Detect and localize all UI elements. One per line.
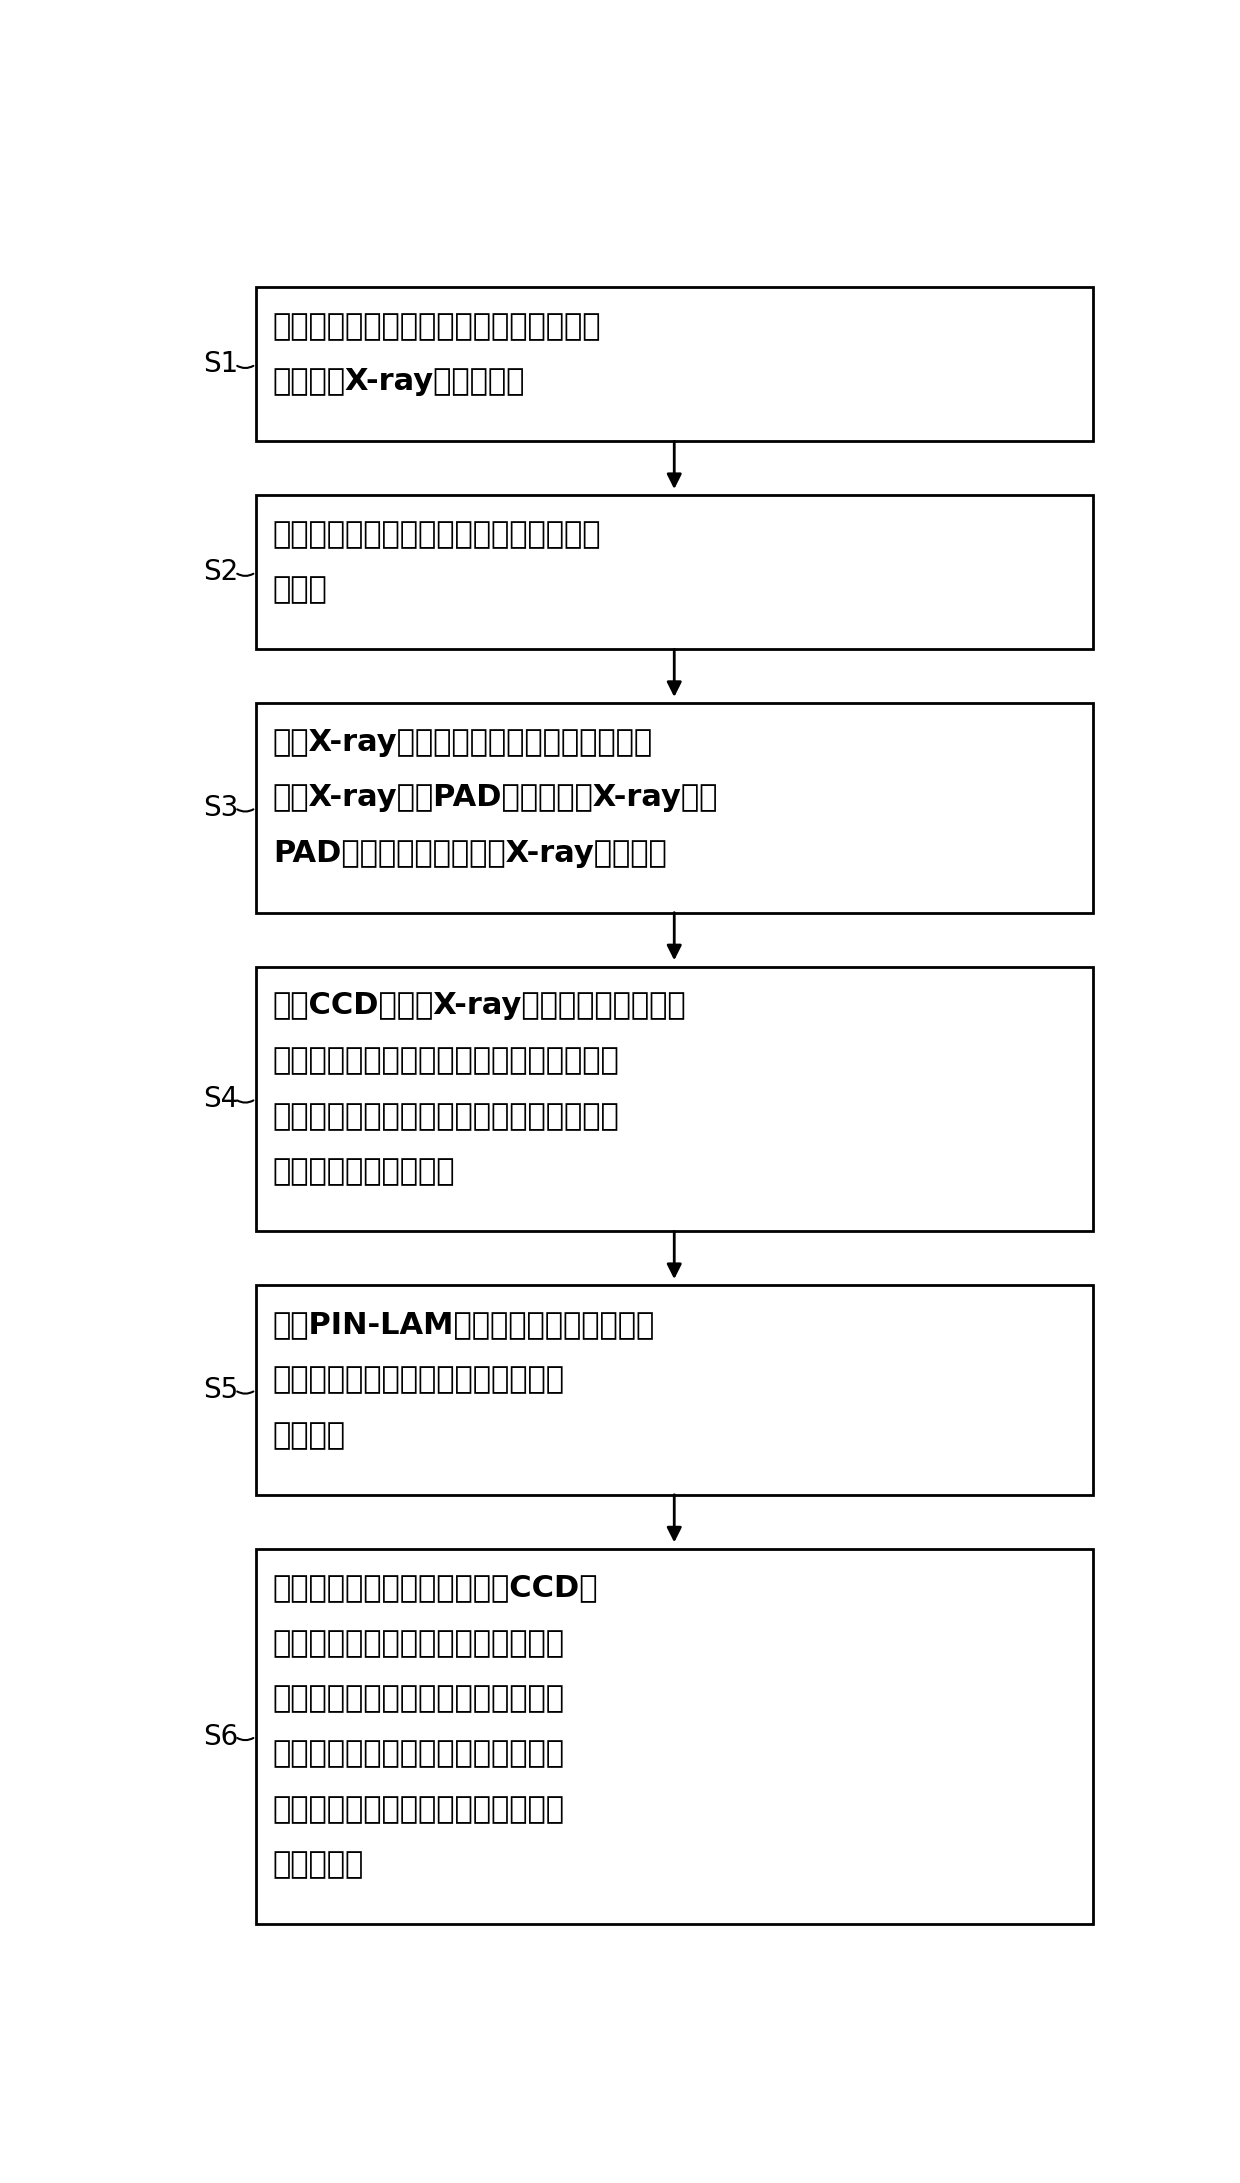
Text: 压接器插孔，以在插入时导通两子板: 压接器插孔，以在插入时导通两子板 <box>273 1794 564 1825</box>
Text: 拉伸补偿方式确定子板板面钻孔位置并钻子: 拉伸补偿方式确定子板板面钻孔位置并钻子 <box>273 1046 620 1076</box>
Text: 机以四个定位孔进行扫描定位自动拉: 机以四个定位孔进行扫描定位自动拉 <box>273 1629 564 1657</box>
Text: 子板。: 子板。 <box>273 576 327 605</box>
Text: S3: S3 <box>203 795 238 821</box>
Bar <box>255 1286 1092 1495</box>
Text: S5: S5 <box>203 1375 238 1404</box>
Text: 通过X-ray钻靶机，参考芯板每个角对应位: 通过X-ray钻靶机，参考芯板每个角对应位 <box>273 727 653 758</box>
Text: S6: S6 <box>203 1722 238 1751</box>
Text: 将若干芯板进行压合制得子板，制取两块: 将若干芯板进行压合制得子板，制取两块 <box>273 520 601 548</box>
Text: 两子板进行压板，在两子板间形成有: 两子板进行压板，在两子板间形成有 <box>273 1364 564 1395</box>
Text: 板压接通孔；同时在钻孔时在子板板角位置: 板压接通孔；同时在钻孔时在子板板角位置 <box>273 1102 620 1131</box>
Bar <box>255 288 1092 441</box>
Text: PAD的算取中心点后钻出X-ray标靶孔。: PAD的算取中心点后钻出X-ray标靶孔。 <box>273 838 667 867</box>
Text: 光芯板。: 光芯板。 <box>273 1421 346 1450</box>
Text: 置的X-ray对位PAD，根据若干X-ray对位: 置的X-ray对位PAD，根据若干X-ray对位 <box>273 784 718 812</box>
Bar <box>255 496 1092 648</box>
Text: 内的电路。: 内的电路。 <box>273 1851 365 1880</box>
Text: 采用CCD钻机抓X-ray标靶孔对位，按自动: 采用CCD钻机抓X-ray标靶孔对位，按自动 <box>273 991 687 1019</box>
Text: 母板钻孔以压接器面向为准，CCD钻: 母板钻孔以压接器面向为准，CCD钻 <box>273 1574 598 1602</box>
Text: 伸对上侧子板或下侧子板分别钻母板: 伸对上侧子板或下侧子板分别钻母板 <box>273 1683 564 1714</box>
Text: 采用PIN-LAM结合销钉层压叠加方式将: 采用PIN-LAM结合销钉层压叠加方式将 <box>273 1310 655 1338</box>
Text: 板边增加X-ray对位标靶。: 板边增加X-ray对位标靶。 <box>273 367 526 397</box>
Bar <box>255 1548 1092 1925</box>
Text: S2: S2 <box>203 559 238 587</box>
Bar <box>255 967 1092 1231</box>
Text: S1: S1 <box>203 349 238 378</box>
Text: 增加钻设母板对位孔。: 增加钻设母板对位孔。 <box>273 1157 455 1188</box>
Text: 提供若干芯板制作内层图形，在每一芯板: 提供若干芯板制作内层图形，在每一芯板 <box>273 312 601 341</box>
Text: S4: S4 <box>203 1085 238 1113</box>
Text: 压接通孔，以配合子板压接孔形成一: 压接通孔，以配合子板压接孔形成一 <box>273 1740 564 1768</box>
Bar <box>255 703 1092 912</box>
